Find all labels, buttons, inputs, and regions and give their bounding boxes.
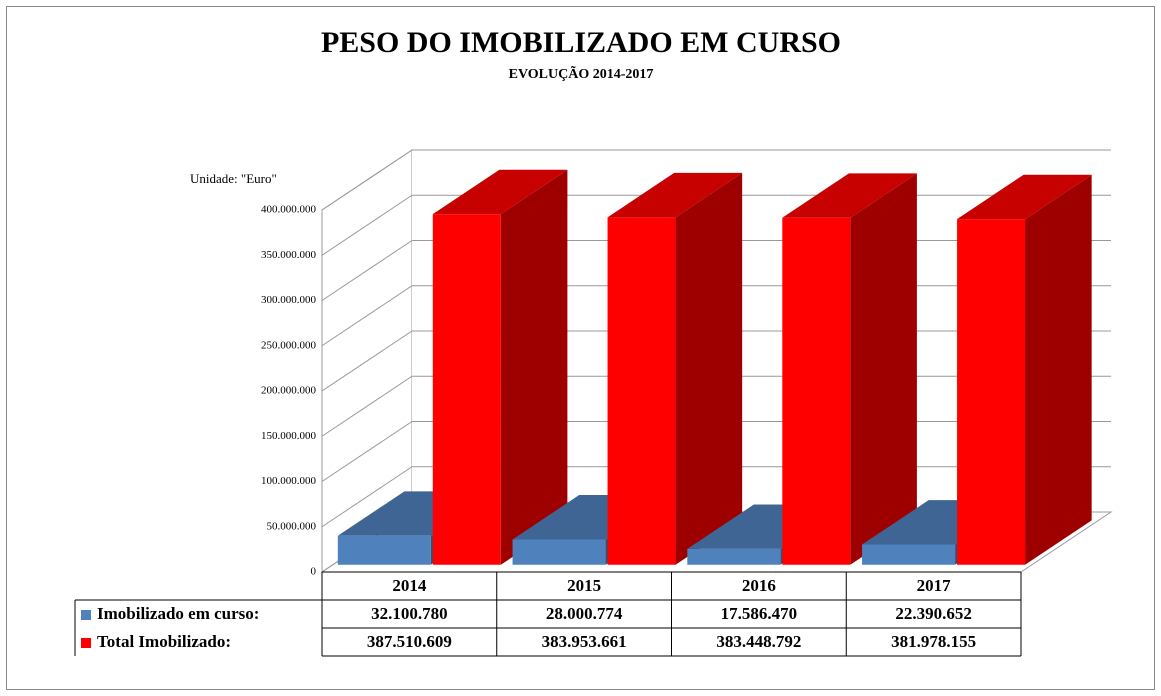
bar-top <box>782 173 917 218</box>
unit-label: Unidade: "Euro" <box>190 171 277 186</box>
bar <box>957 219 1026 565</box>
y-tick-label: 100.000.000 <box>261 475 317 487</box>
data-label: 32.100.780 <box>371 604 448 623</box>
y-tick-label: 400.000.000 <box>261 204 317 216</box>
data-label: 28.000.774 <box>546 604 623 623</box>
legend-label: Total Imobilizado: <box>97 632 231 651</box>
x-tick-label: 2015 <box>567 576 601 595</box>
bar <box>337 535 431 565</box>
data-label: 17.586.470 <box>721 604 798 623</box>
y-tick-label: 250.000.000 <box>261 339 317 351</box>
bar-side <box>1025 174 1092 565</box>
bar <box>432 214 501 565</box>
x-tick-label: 2017 <box>917 576 952 595</box>
chart-title: PESO DO IMOBILIZADO EM CURSO <box>321 26 841 59</box>
legend-swatch <box>81 638 91 648</box>
bar-top <box>607 172 743 218</box>
y-tick-label: 200.000.000 <box>261 385 317 397</box>
bar-side <box>675 172 743 565</box>
y-tick-label: 0 <box>311 566 317 578</box>
y-tick-label: 150.000.000 <box>261 430 317 442</box>
bar <box>687 548 781 565</box>
legend-label: Imobilizado em curso: <box>97 604 259 623</box>
bar-side <box>850 173 917 565</box>
y-tick-label: 50.000.000 <box>267 520 317 532</box>
bar <box>607 217 676 565</box>
chart-subtitle: EVOLUÇÃO 2014-2017 <box>509 64 654 82</box>
data-label: 22.390.652 <box>895 604 972 623</box>
x-tick-label: 2016 <box>742 576 776 595</box>
data-label: 387.510.609 <box>367 632 452 651</box>
bar-top <box>957 174 1092 220</box>
bar-side <box>500 169 568 565</box>
y-tick-label: 300.000.000 <box>261 294 317 306</box>
x-tick-label: 2014 <box>392 576 427 595</box>
legend-swatch <box>81 610 91 620</box>
y-tick-label: 350.000.000 <box>261 249 317 261</box>
bar <box>782 217 851 565</box>
data-label: 383.953.661 <box>542 632 627 651</box>
bar <box>862 544 956 565</box>
data-label: 381.978.155 <box>891 632 976 651</box>
grid-line <box>321 149 1111 211</box>
bar <box>512 539 606 565</box>
bar-top <box>432 169 568 215</box>
data-label: 383.448.792 <box>716 632 801 651</box>
